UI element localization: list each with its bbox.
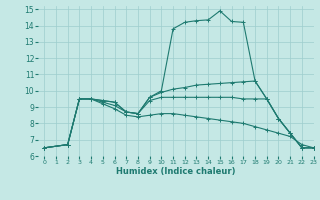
- X-axis label: Humidex (Indice chaleur): Humidex (Indice chaleur): [116, 167, 236, 176]
